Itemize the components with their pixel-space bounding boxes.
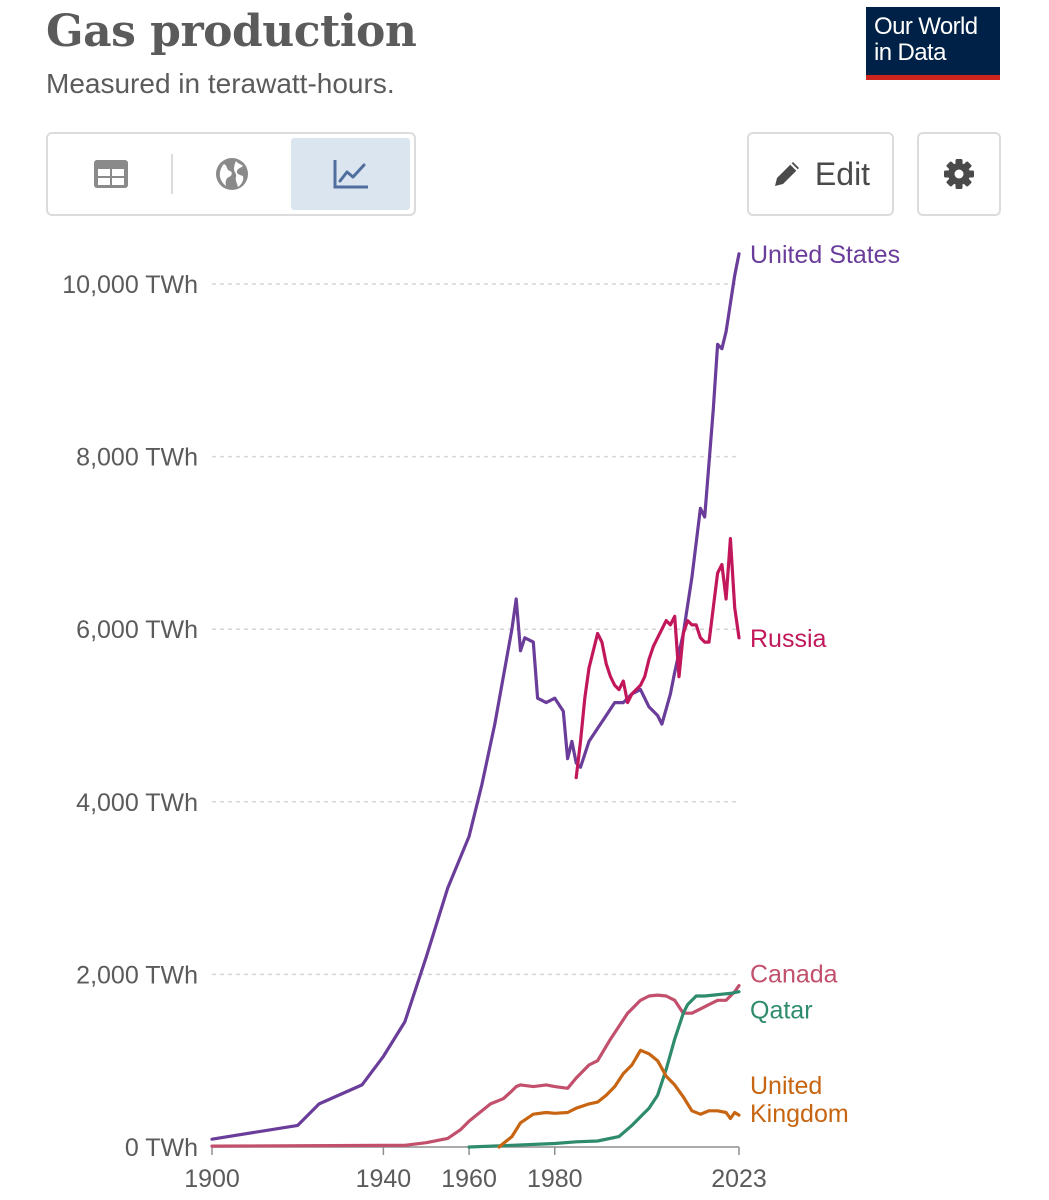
- tab-map[interactable]: [173, 138, 292, 210]
- x-tick-label: 2023: [711, 1165, 767, 1193]
- series-line-canada[interactable]: [210, 984, 741, 1148]
- grid-lines: [212, 283, 739, 976]
- chart-title: Gas production: [46, 6, 417, 57]
- x-tick-label: 1940: [356, 1165, 412, 1193]
- series-line-united-states[interactable]: [210, 252, 741, 1141]
- series-label-united-kingdom: United Kingdom: [750, 1072, 849, 1128]
- x-tick-label: 1900: [184, 1165, 240, 1193]
- y-tick-label: 2,000 TWh: [76, 961, 198, 989]
- logo-line-2: in Data: [874, 39, 946, 66]
- settings-button[interactable]: [917, 132, 1001, 216]
- y-axis-labels: 0 TWh 2,000 TWh 4,000 TWh 6,000 TWh 8,000 TW…: [62, 271, 198, 1162]
- series-line-qatar[interactable]: [467, 990, 741, 1149]
- y-tick-label: 10,000 TWh: [62, 271, 198, 299]
- y-tick-label: 0 TWh: [125, 1134, 198, 1162]
- series-label-canada: Canada: [750, 961, 838, 989]
- pencil-icon: [774, 162, 799, 186]
- series-line-united-kingdom[interactable]: [497, 1048, 741, 1149]
- y-tick-label: 4,000 TWh: [76, 789, 198, 817]
- gear-icon: [944, 159, 974, 189]
- tab-chart[interactable]: [291, 138, 411, 210]
- y-tick-label: 6,000 TWh: [76, 616, 198, 644]
- tab-table[interactable]: [52, 138, 171, 210]
- line-chart: 0 TWh 2,000 TWh 4,000 TWh 6,000 TWh 8,000 TW…: [62, 241, 900, 1193]
- table-icon: [94, 160, 129, 188]
- series-label-qatar: Qatar: [750, 997, 813, 1025]
- tab-divider: [170, 154, 173, 194]
- edit-button[interactable]: Edit: [747, 132, 894, 216]
- series-label-russia: Russia: [750, 625, 827, 653]
- chart-subtitle: Measured in terawatt-hours.: [46, 68, 395, 99]
- line-chart-icon: [333, 160, 368, 189]
- view-tabs: [46, 132, 416, 216]
- series-lines: [210, 252, 741, 1149]
- series-labels: United States Russia Canada Qatar United King…: [750, 241, 900, 1128]
- series-label-united-states: United States: [750, 241, 900, 269]
- x-axis: 1900 1940 1960 1980 2023: [184, 1146, 767, 1193]
- y-tick-label: 8,000 TWh: [76, 444, 198, 472]
- x-tick-label: 1980: [527, 1165, 583, 1193]
- globe-icon: [216, 158, 248, 190]
- series-line-russia[interactable]: [574, 537, 741, 780]
- edit-button-label: Edit: [814, 155, 871, 192]
- logo-line-1: Our World: [874, 13, 978, 40]
- x-tick-label: 1960: [441, 1165, 497, 1193]
- our-world-in-data-logo[interactable]: Our World in Data: [866, 7, 1000, 80]
